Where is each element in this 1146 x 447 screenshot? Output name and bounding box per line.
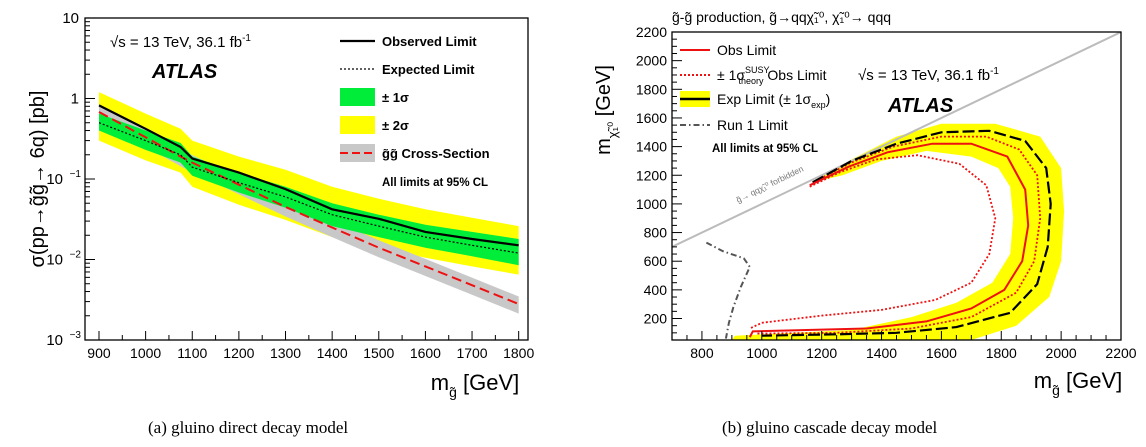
panel-a: 900 1000 1100 1200 1300 1400 1500 1600 1700 1800 1… xyxy=(27,10,534,400)
y-tick-label-b: 1000 xyxy=(636,196,667,212)
x-tick-label-a: 1300 xyxy=(270,345,301,361)
legend-a-2sigma: ± 2σ xyxy=(382,118,409,133)
x-tick-label-b: 2000 xyxy=(1046,345,1077,361)
plot-a-ylabel: σ(pp→g̃g̃→ 6q) [pb] xyxy=(27,91,49,268)
legend-a-1sigma: ± 1σ xyxy=(382,90,409,105)
plot-b-ylabel: mχ̃₁⁰ [GeV] xyxy=(593,65,620,155)
legend-a-observed: Observed Limit xyxy=(382,34,477,49)
x-tick-label-b: 800 xyxy=(690,345,714,361)
plot-b-xlabel: mg̃ [GeV] xyxy=(1034,368,1122,398)
y-tick-label-b: 2000 xyxy=(636,53,667,69)
y-tick-label-b: 600 xyxy=(644,253,668,269)
band-1sigma xyxy=(99,113,519,266)
plot-a-axes: 900 1000 1100 1200 1300 1400 1500 1600 1700 1800 1… xyxy=(46,10,534,361)
y-tick-label-b: 400 xyxy=(644,282,668,298)
y-tick-label-b: 1200 xyxy=(636,167,667,183)
legend-b-obs: Obs Limit xyxy=(717,42,776,58)
legend-b-theory: ± 1σSUSY theory Obs Limit xyxy=(717,65,827,86)
legend-a-2sigma-swatch xyxy=(340,116,375,134)
plot-a-experiment: ATLAS xyxy=(151,61,218,83)
x-tick-label-b: 1400 xyxy=(866,345,897,361)
x-tick-label-b: 1000 xyxy=(746,345,777,361)
line-xsec xyxy=(98,111,520,305)
x-tick-label-b: 1800 xyxy=(986,345,1017,361)
caption-a: (a) gluino direct decay model xyxy=(148,418,349,437)
y-tick-label-a: 10 −2 xyxy=(46,250,81,269)
plot-a-energy: √s = 13 TeV, 36.1 fb-1 xyxy=(110,33,251,51)
x-tick-label-b: 2200 xyxy=(1105,345,1136,361)
line-expected xyxy=(98,122,519,254)
panel-b: 800 1000 1200 1400 1600 1800 2000 2200 200 400 600… xyxy=(593,9,1137,398)
y-tick-label-b: 1800 xyxy=(636,81,667,97)
legend-a-1sigma-swatch xyxy=(340,88,375,106)
plot-b-legend: Obs Limit ± 1σSUSY theory Obs Limit Exp L… xyxy=(680,42,830,155)
x-tick-label-a: 1800 xyxy=(503,345,534,361)
legend-a-expected: Expected Limit xyxy=(382,62,475,77)
x-tick-label-b: 1200 xyxy=(806,345,837,361)
y-tick-label-a: 1 xyxy=(71,91,79,108)
plot-a-area xyxy=(98,92,520,314)
plot-b-axes: 800 1000 1200 1400 1600 1800 2000 2200 200 400 600… xyxy=(636,24,1137,361)
plot-b-area xyxy=(672,32,1121,340)
y-tick-label-a: 10 −3 xyxy=(46,330,81,349)
plot-b-all-limits: All limits at 95% CL xyxy=(712,143,818,155)
x-tick-label-a: 1000 xyxy=(130,345,161,361)
plot-a-all-limits: All limits at 95% CL xyxy=(382,177,488,189)
line-observed-b xyxy=(748,142,1030,338)
line-run1 xyxy=(705,241,751,339)
band-exp-1sigma xyxy=(731,123,1065,340)
legend-b-run1: Run 1 Limit xyxy=(717,117,788,133)
plot-b-title: g̃-g̃ production, g̃→qqχ̃₁⁰, χ̃₁⁰→ qqq xyxy=(672,9,891,25)
x-tick-label-a: 1400 xyxy=(317,345,348,361)
y-tick-label-b: 800 xyxy=(644,225,668,241)
plot-b-energy: √s = 13 TeV, 36.1 fb-1 xyxy=(858,66,999,84)
x-tick-label-a: 1600 xyxy=(410,345,441,361)
y-tick-label-b: 2200 xyxy=(636,24,667,40)
plot-a-xlabel: mg̃ [GeV] xyxy=(431,370,519,400)
x-tick-label-a: 900 xyxy=(87,345,111,361)
y-tick-label-b: 1400 xyxy=(636,139,667,155)
line-expected-b xyxy=(761,129,1052,337)
y-tick-label-a: 10 xyxy=(62,10,79,27)
y-tick-label-b: 200 xyxy=(644,311,668,327)
x-tick-label-a: 1100 xyxy=(177,345,207,361)
y-tick-label-b: 1600 xyxy=(636,110,667,126)
legend-a-xsec: g̃g̃ Cross-Section xyxy=(382,146,490,161)
x-tick-label-a: 1200 xyxy=(223,345,254,361)
line-observed xyxy=(98,104,519,247)
y-tick-label-a: 10 −1 xyxy=(46,169,81,188)
x-tick-label-b: 1600 xyxy=(926,345,957,361)
plot-a-legend: Observed Limit Expected Limit ± 1σ ± 2σ … xyxy=(340,34,490,189)
caption-b: (b) gluino cascade decay model xyxy=(722,418,938,437)
line-kinematic-limit xyxy=(672,32,1121,248)
legend-b-exp: Exp Limit (± 1σexp) xyxy=(717,91,830,110)
x-tick-label-a: 1700 xyxy=(456,345,487,361)
line-obs-theory-up xyxy=(755,135,1042,335)
x-tick-label-a: 1500 xyxy=(363,345,394,361)
plot-b-experiment: ATLAS xyxy=(887,95,954,117)
